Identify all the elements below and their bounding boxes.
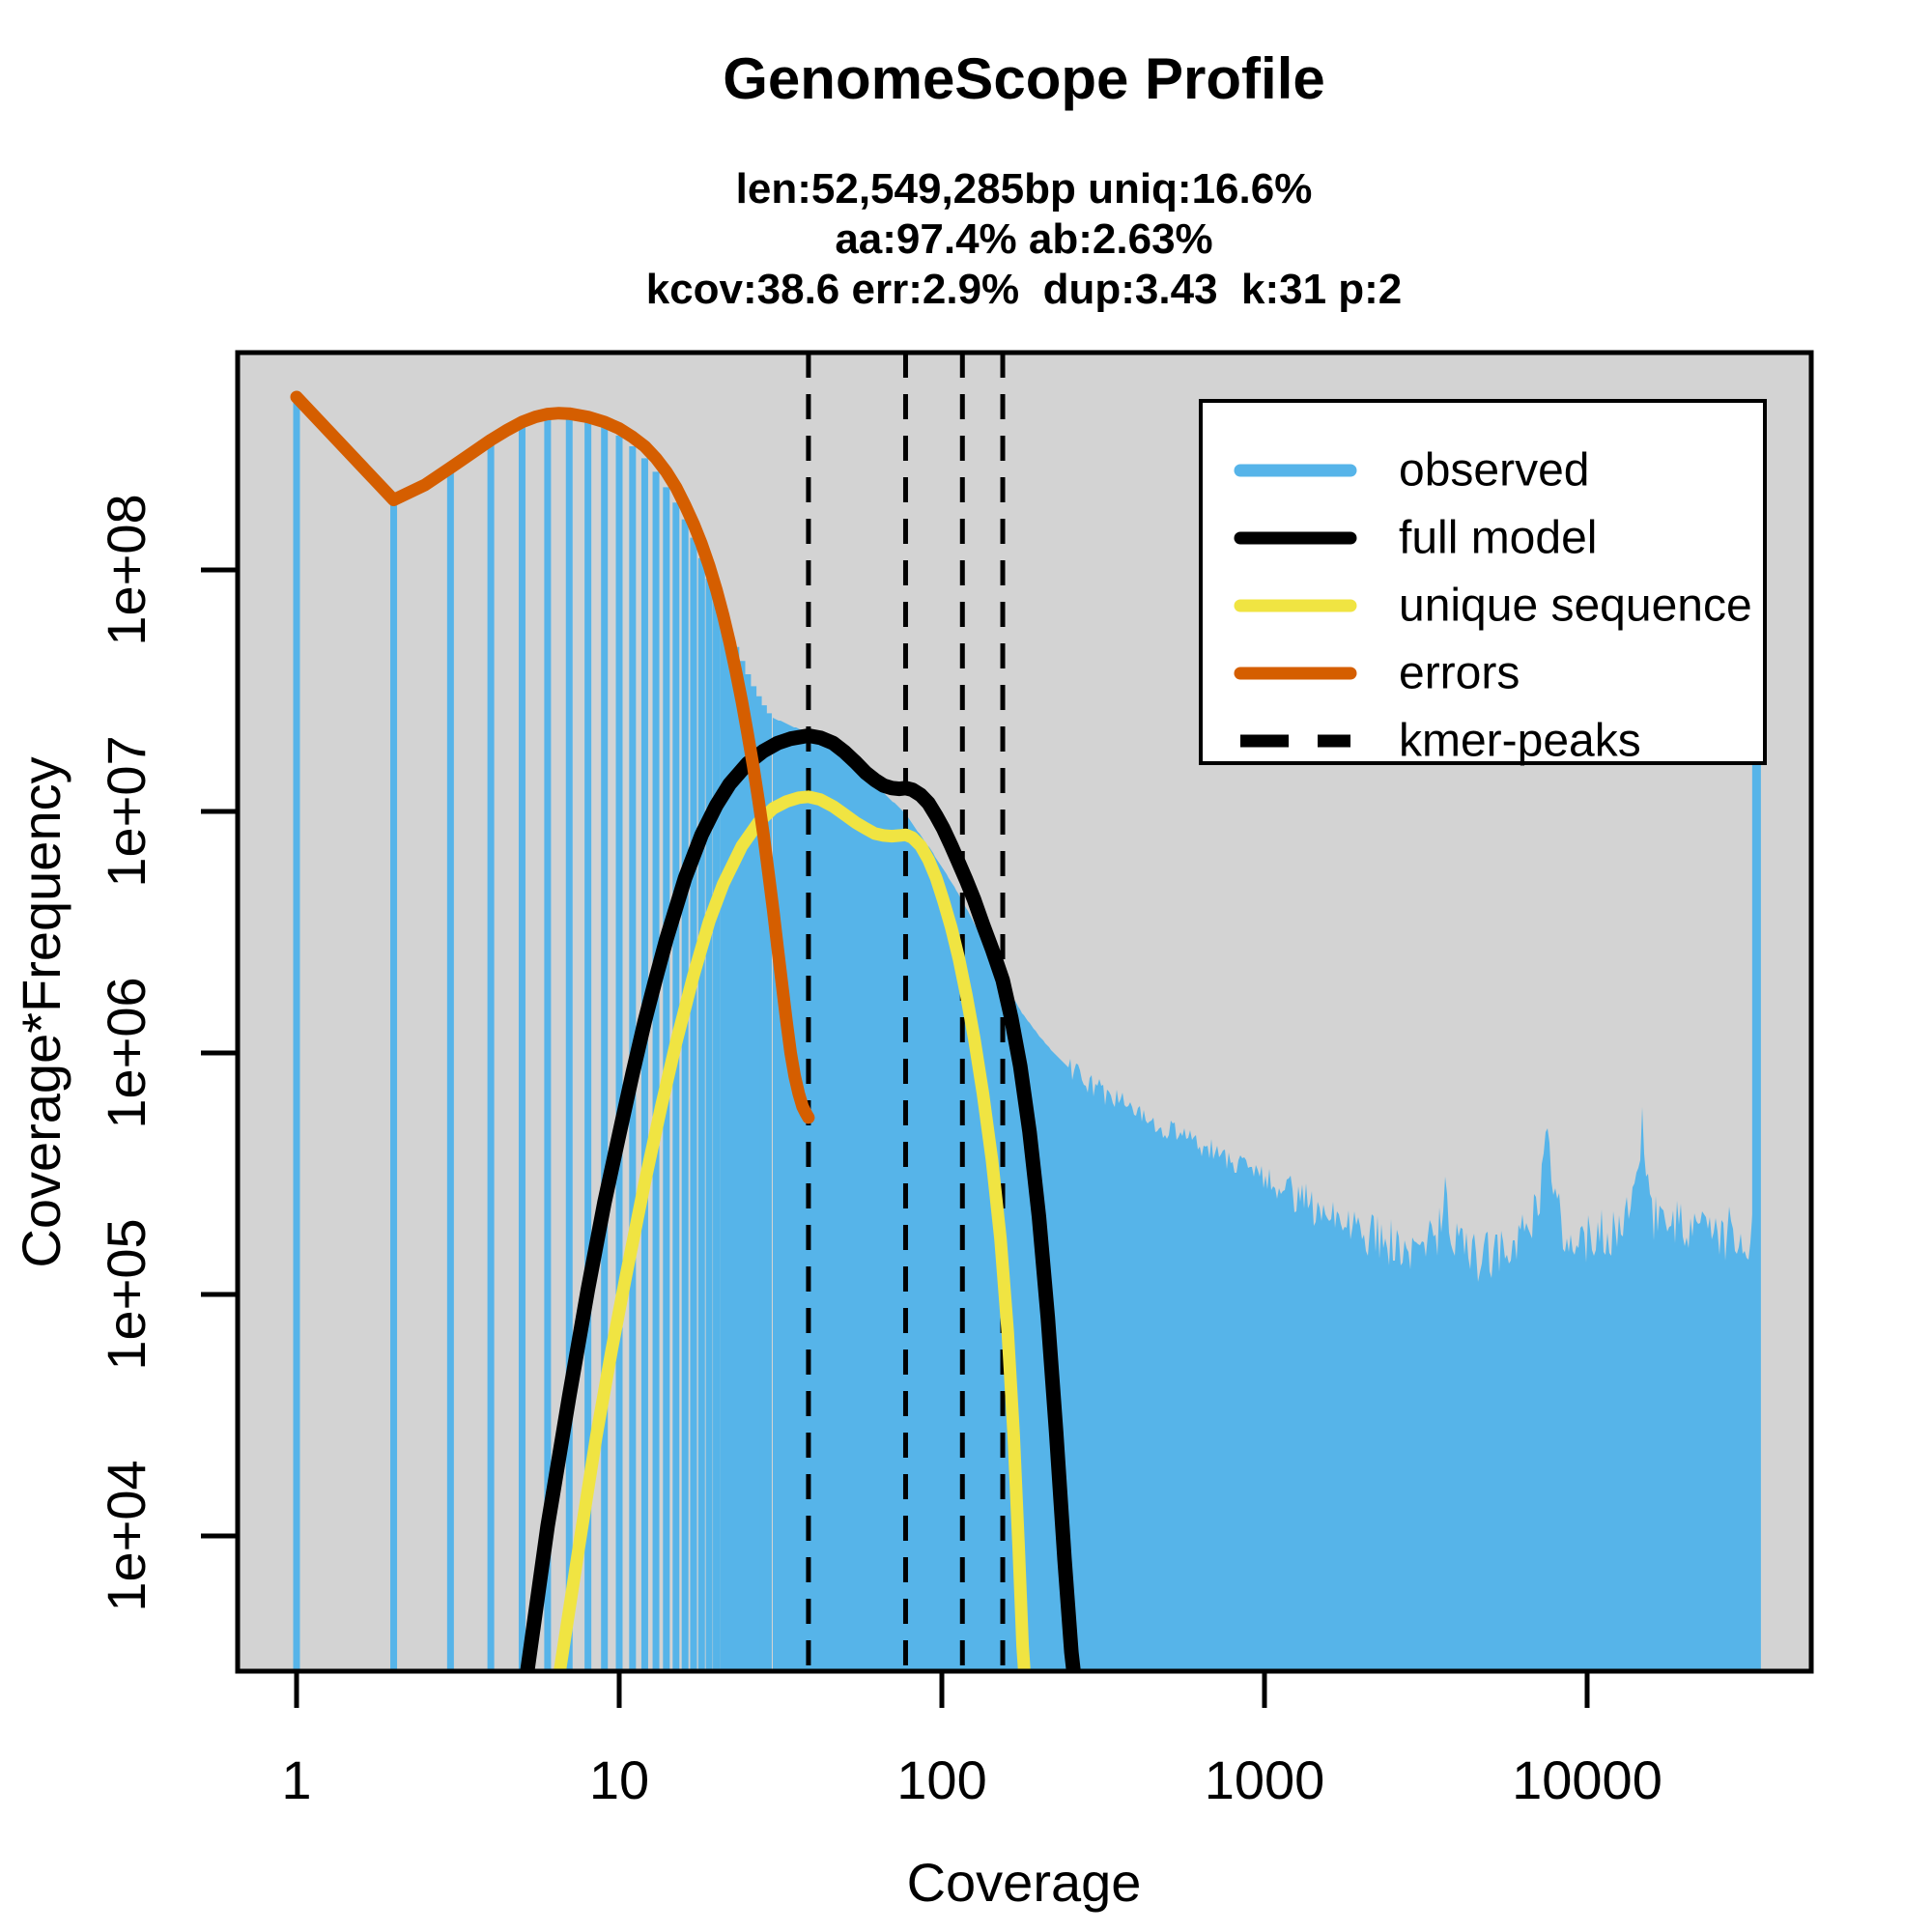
- y-tick-label: 1e+07: [96, 735, 156, 887]
- y-tick-label: 1e+05: [96, 1218, 156, 1370]
- chart-title: GenomeScope Profile: [723, 46, 1325, 111]
- kmer-peaks-layer: [806, 353, 1006, 1671]
- y-tick-label: 1e+08: [96, 494, 156, 645]
- legend-label: observed: [1399, 445, 1589, 497]
- errors-curve: [290, 390, 815, 1124]
- x-tick-label: 100: [896, 1749, 986, 1810]
- x-tick-label: 10000: [1512, 1749, 1662, 1810]
- legend-box: [1199, 399, 1767, 765]
- legend-label: full model: [1399, 513, 1597, 564]
- x-axis-title: Coverage: [907, 1852, 1142, 1913]
- legend-label: unique sequence: [1399, 581, 1752, 632]
- legend-label: kmer-peaks: [1399, 716, 1641, 767]
- x-tick-label: 1000: [1205, 1749, 1325, 1810]
- x-tick-label: 10: [589, 1749, 649, 1810]
- x-tick-label: 1: [281, 1749, 311, 1810]
- plot-border: [235, 350, 1814, 1674]
- y-axis: 1e+04 1e+05 1e+06 1e+07 1e+08: [96, 494, 238, 1612]
- y-tick-label: 1e+06: [96, 977, 156, 1128]
- x-axis: 1 10 100 1000 10000: [281, 1671, 1662, 1810]
- chart-subtitle-line1: len:52,549,285bp uniq:16.6%: [736, 165, 1313, 213]
- model-curves-layer: [290, 390, 1081, 1671]
- unique-sequence-curve: [553, 790, 1031, 1671]
- y-tick-label: 1e+04: [96, 1460, 156, 1611]
- chart-subtitle-line2: aa:97.4% ab:2.63%: [835, 215, 1212, 263]
- chart-subtitle-line3: kcov:38.6 err:2.9% dup:3.43 k:31 p:2: [646, 266, 1403, 313]
- legend-label: errors: [1399, 648, 1520, 699]
- full-model-curve: [520, 728, 1081, 1671]
- y-axis-title: Coverage*Frequency: [11, 756, 71, 1267]
- legend: observed full model unique sequence errors k…: [1199, 399, 1767, 767]
